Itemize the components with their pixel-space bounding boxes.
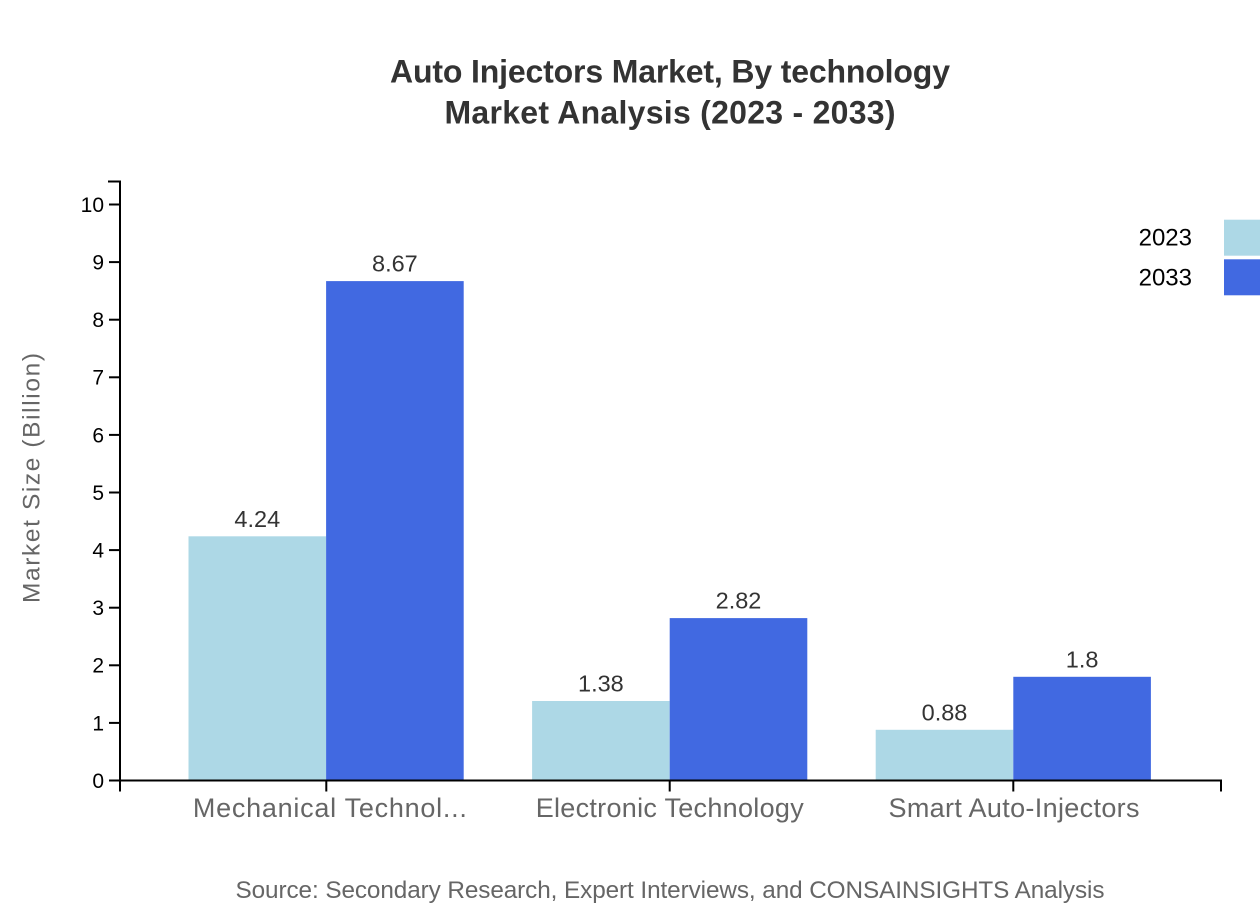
svg-text:2.82: 2.82: [716, 588, 762, 614]
svg-text:Market Size (Billion): Market Size (Billion): [19, 353, 46, 603]
svg-text:0: 0: [92, 770, 104, 793]
svg-text:Electronic Technology: Electronic Technology: [536, 793, 805, 823]
svg-text:9: 9: [92, 252, 104, 275]
svg-text:Auto Injectors Market, By tech: Auto Injectors Market, By technology: [390, 54, 950, 90]
svg-text:Mechanical Technol...: Mechanical Technol...: [193, 793, 467, 823]
svg-text:2033: 2033: [1139, 264, 1192, 291]
svg-text:Smart Auto-Injectors: Smart Auto-Injectors: [889, 793, 1140, 823]
svg-text:1: 1: [92, 712, 104, 735]
svg-text:0.88: 0.88: [922, 699, 968, 725]
svg-text:4.24: 4.24: [234, 506, 280, 532]
svg-text:1.8: 1.8: [1066, 646, 1099, 672]
svg-text:6: 6: [92, 424, 104, 447]
svg-text:Source: Secondary Research, Ex: Source: Secondary Research, Expert Inter…: [236, 877, 1105, 904]
svg-text:8.67: 8.67: [372, 251, 418, 277]
svg-text:7: 7: [92, 367, 104, 390]
svg-text:3: 3: [92, 597, 104, 620]
svg-text:5: 5: [92, 482, 104, 505]
svg-text:10: 10: [81, 194, 104, 217]
svg-text:1.38: 1.38: [578, 671, 624, 697]
svg-text:2023: 2023: [1139, 224, 1192, 251]
svg-text:4: 4: [92, 540, 104, 563]
svg-text:Market Analysis (2023 - 2033): Market Analysis (2023 - 2033): [445, 95, 896, 131]
svg-text:2: 2: [92, 655, 104, 678]
svg-text:8: 8: [92, 309, 104, 332]
